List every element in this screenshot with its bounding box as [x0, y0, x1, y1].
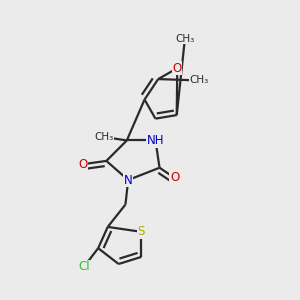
- Text: N: N: [124, 173, 133, 187]
- Text: S: S: [138, 225, 145, 238]
- Text: O: O: [172, 62, 182, 75]
- Text: CH₃: CH₃: [190, 76, 209, 85]
- Text: NH: NH: [147, 134, 164, 147]
- Text: CH₃: CH₃: [94, 132, 113, 142]
- Text: Cl: Cl: [78, 260, 90, 273]
- Text: O: O: [170, 171, 179, 184]
- Text: CH₃: CH₃: [175, 34, 194, 44]
- Text: O: O: [79, 158, 88, 171]
